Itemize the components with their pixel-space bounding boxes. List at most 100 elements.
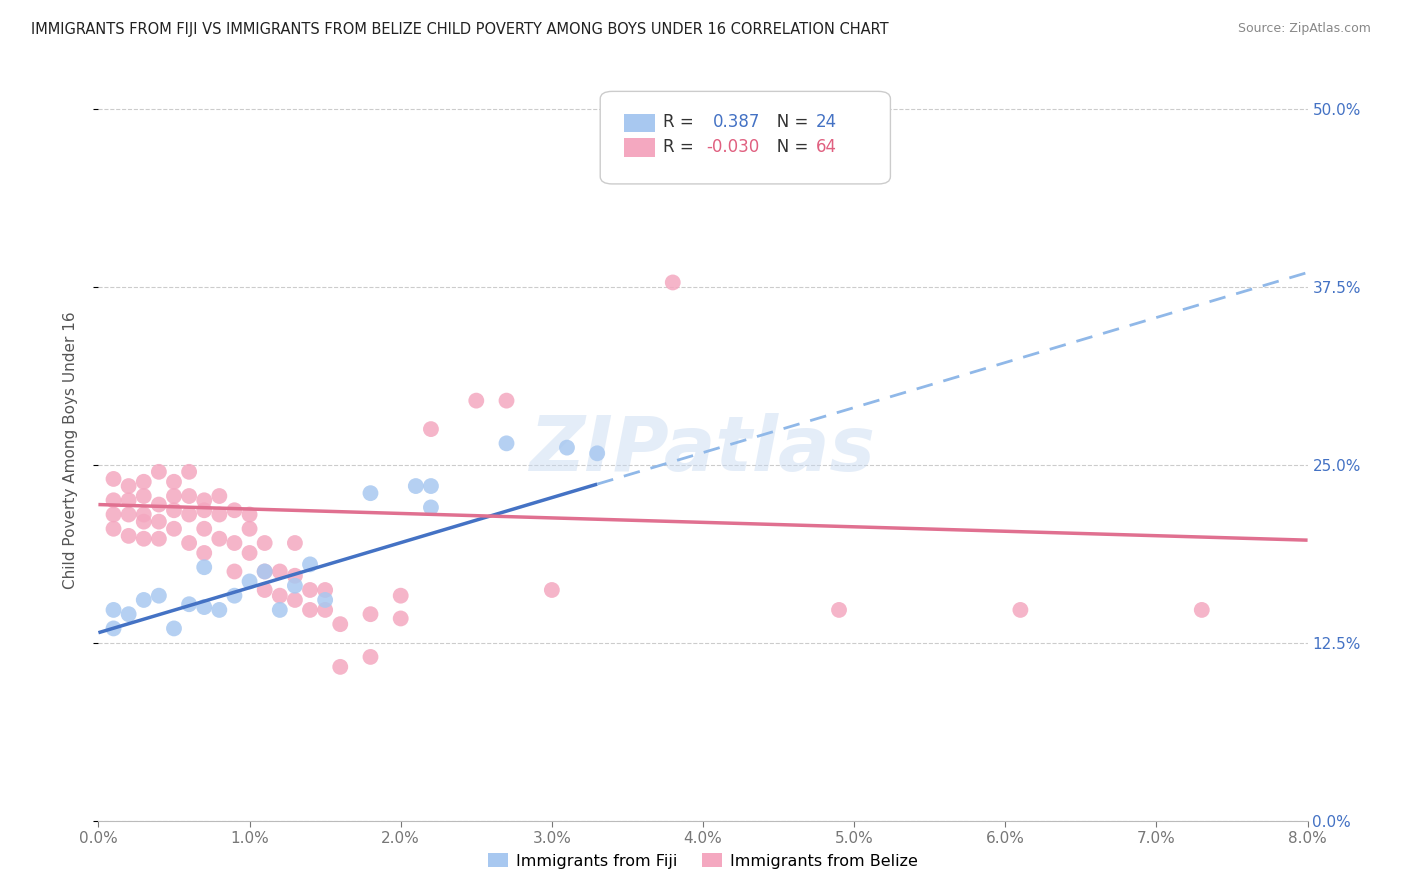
Point (193, 493, 215, 508)
Point (586, 446, 609, 460)
Point (329, 660, 352, 674)
Point (132, 532, 155, 546)
Point (239, 546, 262, 560)
Point (239, 508, 262, 522)
Point (284, 568, 307, 582)
Point (299, 582, 322, 597)
Point (269, 565, 291, 579)
Point (314, 593, 336, 607)
FancyBboxPatch shape (624, 138, 655, 156)
Point (163, 522, 186, 536)
Y-axis label: Child Poverty Among Boys Under 16: Child Poverty Among Boys Under 16 (63, 311, 77, 590)
Text: ZIPatlas: ZIPatlas (530, 414, 876, 487)
Point (103, 493, 125, 508)
Point (253, 536, 276, 550)
Point (193, 546, 215, 560)
Point (420, 422, 443, 436)
Point (284, 593, 307, 607)
Point (179, 536, 201, 550)
Point (329, 617, 352, 632)
Point (118, 529, 141, 543)
Point (208, 603, 231, 617)
Point (828, 603, 851, 617)
Point (224, 565, 246, 579)
Point (269, 589, 291, 603)
FancyBboxPatch shape (624, 113, 655, 132)
Point (103, 472, 125, 486)
Point (224, 589, 246, 603)
FancyBboxPatch shape (600, 91, 890, 184)
Point (193, 503, 215, 517)
Point (420, 479, 443, 493)
Point (360, 607, 382, 622)
Text: N =: N = (761, 113, 814, 131)
Point (148, 589, 170, 603)
Point (253, 565, 276, 579)
Point (389, 611, 412, 625)
Text: 24: 24 (815, 113, 837, 131)
Point (1010, 603, 1032, 617)
Point (269, 603, 291, 617)
Point (284, 579, 307, 593)
Point (179, 597, 201, 611)
Point (1191, 603, 1213, 617)
Point (239, 574, 262, 589)
Point (495, 436, 517, 450)
Point (405, 479, 427, 493)
Point (193, 600, 215, 615)
Point (360, 649, 382, 664)
Point (224, 536, 246, 550)
Point (193, 560, 215, 574)
Point (118, 493, 141, 508)
Point (132, 593, 155, 607)
Point (360, 486, 382, 500)
Point (179, 489, 201, 503)
Point (284, 536, 307, 550)
Text: 64: 64 (815, 138, 837, 156)
Text: R =: R = (664, 113, 704, 131)
Point (132, 489, 155, 503)
Point (103, 603, 125, 617)
Point (253, 565, 276, 579)
Point (208, 508, 231, 522)
Point (465, 393, 488, 408)
Text: IMMIGRANTS FROM FIJI VS IMMIGRANTS FROM BELIZE CHILD POVERTY AMONG BOYS UNDER 16: IMMIGRANTS FROM FIJI VS IMMIGRANTS FROM … (31, 22, 889, 37)
Point (540, 582, 562, 597)
Point (299, 558, 322, 572)
Point (118, 607, 141, 622)
Point (555, 441, 578, 455)
Point (163, 489, 186, 503)
Text: -0.030: -0.030 (707, 138, 759, 156)
Point (148, 465, 170, 479)
Point (132, 515, 155, 529)
Legend: Immigrants from Fiji, Immigrants from Belize: Immigrants from Fiji, Immigrants from Be… (481, 847, 925, 875)
Point (224, 503, 246, 517)
Point (163, 622, 186, 636)
Point (253, 582, 276, 597)
Point (148, 498, 170, 512)
Point (132, 508, 155, 522)
Point (179, 508, 201, 522)
Point (118, 479, 141, 493)
Point (314, 603, 336, 617)
Point (163, 503, 186, 517)
Point (103, 522, 125, 536)
Point (239, 522, 262, 536)
Point (163, 475, 186, 489)
Point (495, 393, 517, 408)
Point (208, 532, 231, 546)
Point (314, 582, 336, 597)
Point (661, 276, 683, 290)
Point (299, 603, 322, 617)
Point (103, 508, 125, 522)
Text: N =: N = (761, 138, 814, 156)
Point (389, 589, 412, 603)
Point (420, 500, 443, 515)
Point (148, 532, 170, 546)
Point (132, 475, 155, 489)
Point (208, 489, 231, 503)
Text: Source: ZipAtlas.com: Source: ZipAtlas.com (1237, 22, 1371, 36)
Text: R =: R = (664, 138, 699, 156)
Point (148, 515, 170, 529)
Point (193, 522, 215, 536)
